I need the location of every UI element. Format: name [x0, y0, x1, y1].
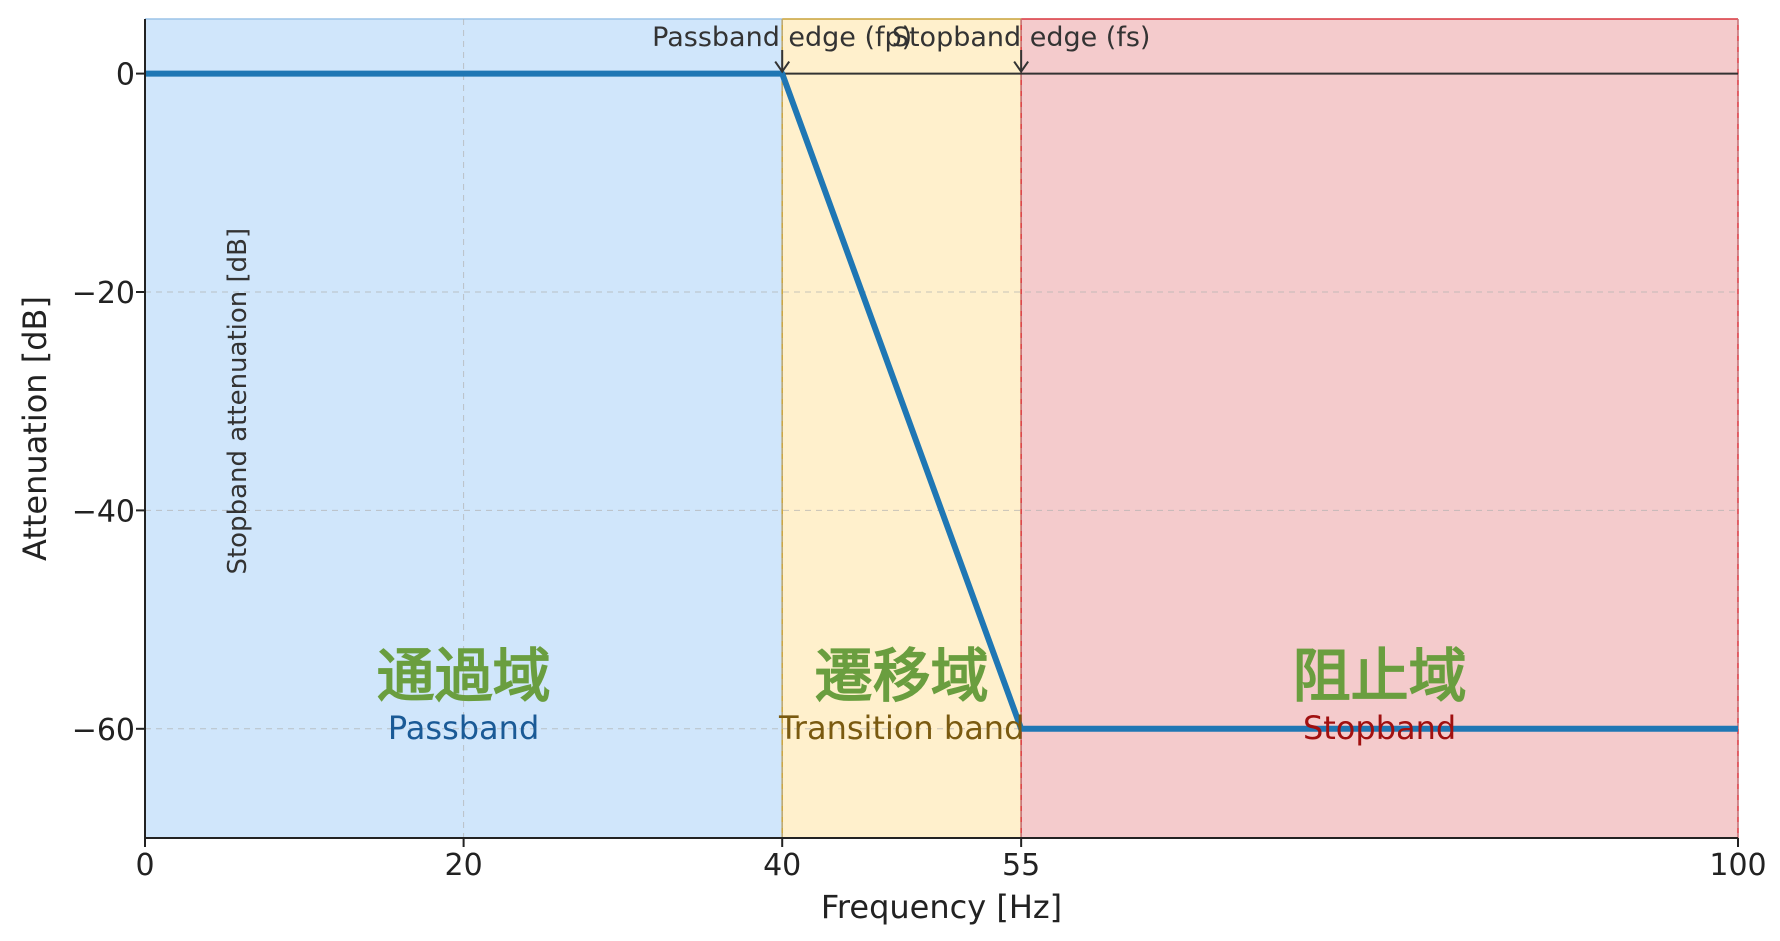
band-region-2 [1021, 19, 1738, 838]
band-label-jp-1: 遷移域 [815, 642, 989, 710]
x-tick-label-4: 100 [1709, 848, 1766, 883]
x-tick-label-1: 20 [445, 848, 483, 883]
y-tick-label-3: −60 [72, 713, 135, 748]
x-tick-label-3: 55 [1002, 848, 1040, 883]
y-tick-label-1: −20 [72, 276, 135, 311]
band-label-en-0: Passband [388, 709, 539, 747]
y-axis-title: Attenuation [dB] [16, 296, 54, 561]
x-tick-label-0: 0 [135, 848, 154, 883]
y-tick-label-2: −40 [72, 494, 135, 529]
x-tick-label-2: 40 [763, 848, 801, 883]
band-label-en-2: Stopband [1303, 709, 1456, 747]
axes [136, 19, 1739, 847]
edge-annotation-1: Stopband edge (fs) [892, 22, 1151, 53]
edge-arrow-head-1 [1013, 61, 1029, 74]
edge-annotation-0: Passband edge (fp) [652, 22, 912, 53]
band-region-1 [782, 19, 1022, 838]
y-tick-label-0: 0 [116, 58, 135, 93]
stopband-attenuation-label: Stopband attenuation [dB] [223, 228, 253, 575]
x-axis-title: Frequency [Hz] [821, 888, 1062, 926]
tick-labels: 0 20 40 55 100 0 −20 −40 −60 [72, 58, 1767, 883]
edge-arrow-head-0 [774, 61, 791, 74]
band-label-jp-2: 阻止域 [1293, 642, 1467, 710]
band-label-jp-0: 通過域 [377, 642, 551, 710]
band-label-en-1: Transition band [778, 709, 1024, 747]
series-group [145, 70, 1738, 732]
annotations: Passband edge (fp)Stopband edge (fs) Stop… [223, 22, 1150, 575]
attenuation-line-0 [145, 70, 1738, 732]
